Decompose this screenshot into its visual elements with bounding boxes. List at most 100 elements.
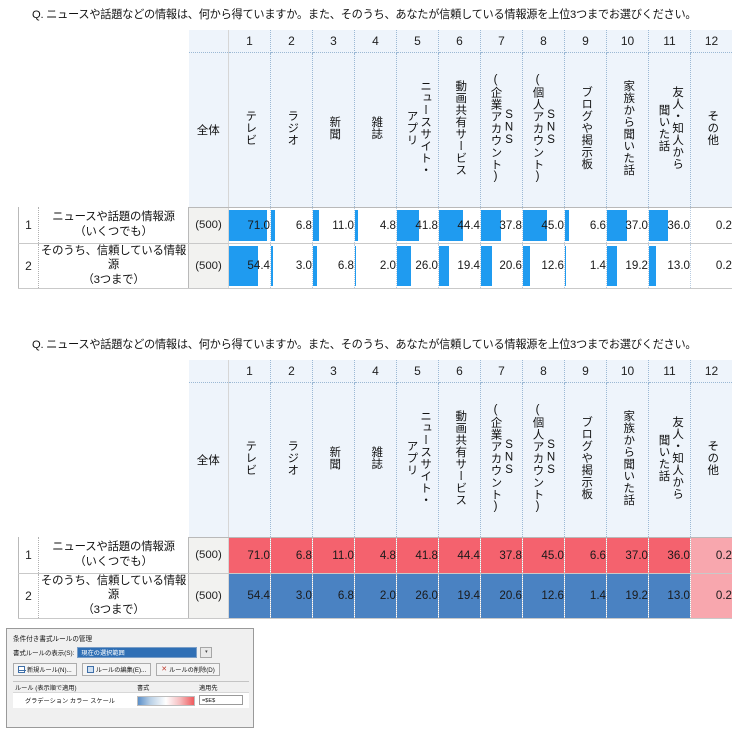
cell-value: 1.4 [589, 259, 606, 273]
cell-value: 45.0 [541, 548, 564, 562]
data-bar [229, 245, 259, 286]
col-number-11: 11 [648, 360, 691, 383]
corner-blank [18, 360, 39, 382]
table-wrap-top: 1 2 3 4 5 6 7 8 9 10 11 12 [18, 30, 732, 289]
heat-cell: 11.0 [312, 537, 355, 574]
data-cell: 37.0 [606, 207, 649, 244]
data-bar [523, 245, 530, 286]
rule-name: グラデーション カラー スケール [25, 698, 115, 705]
edit-rule-button[interactable]: ルールの編集(E)... [81, 663, 152, 676]
data-cell: 45.0 [522, 207, 565, 244]
survey-table-top: 1 2 3 4 5 6 7 8 9 10 11 12 [18, 30, 732, 289]
col-header-label: ブログや掲示板 [580, 86, 593, 170]
heat-cell: 71.0 [228, 537, 271, 574]
cell-value: 2.0 [379, 259, 396, 273]
col-header-label: ブログや掲示板 [580, 416, 593, 500]
data-cell: 44.4 [438, 207, 481, 244]
conditional-format-rules-dialog[interactable]: 条件付き書式ルールの管理 書式ルールの表示(S): 現在の選択範囲 ▾ 新規ルー… [6, 628, 254, 728]
heat-cell: 54.4 [228, 573, 271, 619]
cell-value: 54.4 [247, 259, 270, 273]
cell-value: 6.8 [337, 259, 354, 273]
data-bar [565, 209, 569, 241]
col-number-11: 11 [648, 30, 691, 53]
col-header-format: 書式 [137, 684, 150, 692]
data-bar [313, 209, 319, 241]
show-rules-row: 書式ルールの表示(S): 現在の選択範囲 ▾ [7, 645, 253, 659]
heat-cell: 4.8 [354, 537, 397, 574]
col-header-label: その他 [706, 440, 719, 476]
data-bar [481, 209, 502, 241]
header-total-blank [188, 360, 229, 383]
cell-value: 26.0 [415, 589, 438, 603]
table-row: 2 そのうち、信頼している情報源 （3つまで） (500) 54.4 3.0 6.8 2… [18, 243, 732, 289]
rules-list-row[interactable]: グラデーション カラー スケール =$E$ [13, 693, 249, 708]
data-bar [397, 209, 420, 241]
col-number-6: 6 [438, 360, 481, 383]
delete-rule-label: ルールの削除(D) [169, 667, 215, 674]
cell-value: 1.4 [589, 589, 606, 603]
cell-value: 11.0 [332, 548, 354, 562]
col-header-3: 新聞 [312, 52, 355, 208]
heat-cell: 1.4 [564, 573, 607, 619]
heat-cell: 36.0 [648, 537, 691, 574]
col-header-5: ニュースサイト・ アプリ [396, 382, 439, 538]
data-bar [607, 245, 618, 286]
corner-blank [18, 30, 39, 52]
col-header-7: SNS (企業アカウント) [480, 52, 523, 208]
panel-databar: Q. ニュースや話題などの情報は、何から得ていますか。また、そのうち、あなたが信… [0, 0, 732, 289]
col-header-10: 家族から聞いた話 [606, 382, 649, 538]
col-header-10: 家族から聞いた話 [606, 52, 649, 208]
cell-value: 36.0 [667, 548, 690, 562]
cell-value: 20.6 [499, 589, 522, 603]
cell-value: 41.8 [415, 548, 438, 562]
row-label-text: そのうち、信頼している情報源 （3つまで） [40, 574, 187, 617]
col-header-4: 雑誌 [354, 382, 397, 538]
cell-value: 45.0 [541, 218, 564, 232]
col-header-label: ラジオ [286, 440, 299, 476]
data-bar [523, 209, 548, 241]
cell-value: 6.8 [295, 548, 312, 562]
col-header-label: 新聞 [328, 116, 341, 140]
data-cell: 3.0 [270, 243, 313, 289]
delete-rule-button[interactable]: ✕ ルールの削除(D) [156, 663, 220, 676]
cell-value: 44.4 [457, 548, 480, 562]
data-cell: 19.4 [438, 243, 481, 289]
data-bar [439, 245, 450, 286]
col-number-10: 10 [606, 30, 649, 53]
data-bar [271, 245, 273, 286]
corner-blank [38, 30, 189, 52]
row-total: (500) [188, 243, 229, 289]
data-bar [355, 209, 358, 241]
data-cell: 36.0 [648, 207, 691, 244]
cell-value: 0.2 [715, 589, 732, 603]
heat-cell: 6.6 [564, 537, 607, 574]
cell-value: 6.8 [295, 218, 312, 232]
col-header-label: 友人・知人から 聞いた話 [657, 416, 684, 500]
scope-select[interactable]: 現在の選択範囲 [77, 646, 198, 658]
col-number-12: 12 [690, 360, 732, 383]
col-number-6: 6 [438, 30, 481, 53]
col-number-9: 9 [564, 30, 607, 53]
gradient-color-scale-swatch [137, 695, 195, 706]
col-number-7: 7 [480, 30, 523, 53]
data-cell: 13.0 [648, 243, 691, 289]
heat-cell: 20.6 [480, 573, 523, 619]
dialog-title: 条件付き書式ルールの管理 [13, 636, 93, 643]
header-number-row-top: 1 2 3 4 5 6 7 8 9 10 11 12 [18, 30, 732, 53]
col-header-label: SNS (企業アカウント) [489, 73, 516, 183]
col-number-7: 7 [480, 360, 523, 383]
delete-icon: ✕ [161, 666, 168, 673]
col-header-label: その他 [706, 110, 719, 146]
heat-cell: 0.2 [690, 537, 732, 574]
new-rule-button[interactable]: 新規ルール(N)... [13, 663, 77, 676]
row-index: 1 [18, 537, 39, 574]
rule-applies-to: =$E$ [197, 694, 247, 707]
heat-cell: 44.4 [438, 537, 481, 574]
col-header-4: 雑誌 [354, 52, 397, 208]
row-label: ニュースや話題の情報源 （いくつでも） [38, 537, 189, 574]
data-cell: 2.0 [354, 243, 397, 289]
chevron-down-icon[interactable]: ▾ [200, 646, 213, 658]
col-header-12: その他 [690, 382, 732, 538]
col-header-label: 動画共有サービス [454, 410, 467, 506]
